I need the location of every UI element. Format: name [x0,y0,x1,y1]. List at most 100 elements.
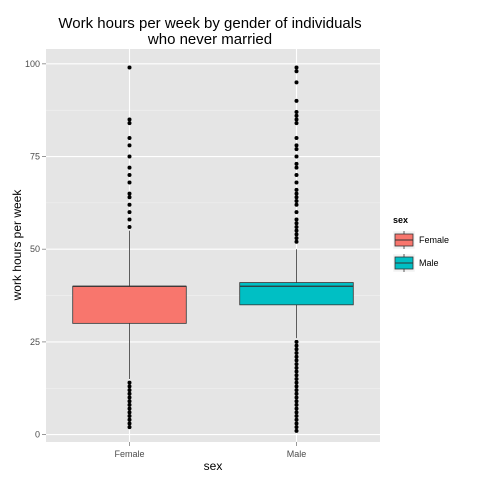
outlier-point [294,147,299,152]
outlier-point [294,417,299,422]
outlier-point [127,421,132,426]
outlier-point [127,406,132,411]
outlier-point [127,210,132,215]
outlier-point [294,373,299,378]
outlier-point [127,224,132,229]
outlier-point [294,365,299,370]
box-iqr [239,282,354,306]
x-axis-ticks: Female Male [114,442,306,459]
outlier-point [294,195,299,200]
outlier-point [294,217,299,222]
x-tick-label: Female [114,449,144,459]
outlier-point [127,417,132,422]
box-iqr [72,285,187,324]
outlier-point [294,236,299,241]
legend-label: Male [419,258,439,268]
outlier-point [294,232,299,237]
chart-title-line-2: who never married [147,31,272,48]
outlier-point [294,406,299,411]
legend-title: sex [393,215,408,225]
outlier-point [294,376,299,381]
outlier-point [127,410,132,415]
y-tick-label: 75 [30,152,40,162]
y-tick-label: 25 [30,337,40,347]
outlier-point [294,154,299,159]
outlier-point [294,210,299,215]
outlier-point [294,165,299,170]
legend-entries: Female Male [392,230,449,273]
outlier-point [294,351,299,356]
outlier-point [294,65,299,70]
legend: sex Female Male [392,215,449,273]
outlier-point [127,395,132,400]
legend-entry-female: Female [392,230,449,250]
outlier-point [294,191,299,196]
outlier-point [127,202,132,207]
outlier-point [294,414,299,419]
outlier-point [127,121,132,126]
outlier-point [294,384,299,389]
outlier-point [294,161,299,166]
y-axis-ticks: 0 25 50 75 100 [25,59,46,440]
outlier-point [294,388,299,393]
outlier-point [127,154,132,159]
outlier-point [127,217,132,222]
outlier-point [294,347,299,352]
outlier-point [127,380,132,385]
outlier-point [127,391,132,396]
outlier-point [127,425,132,430]
y-tick-label: 0 [35,430,40,440]
outlier-point [294,173,299,178]
outlier-point [294,143,299,148]
outlier-point [127,388,132,393]
outlier-point [294,202,299,207]
outlier-point [127,135,132,140]
outlier-point [294,354,299,359]
outlier-point [294,410,299,415]
outlier-point [294,98,299,103]
outlier-point [127,399,132,404]
outlier-point [294,343,299,348]
outlier-point [294,380,299,385]
outlier-point [294,421,299,426]
outlier-point [127,180,132,185]
outlier-point [294,224,299,229]
x-axis-title: sex [204,459,223,473]
outlier-point [294,369,299,374]
outlier-point [294,69,299,74]
outlier-point [294,80,299,85]
outlier-point [294,180,299,185]
outlier-point [127,117,132,122]
y-tick-label: 50 [30,244,40,254]
legend-label: Female [419,235,449,245]
y-axis-title: work hours per week [10,189,24,302]
outlier-point [294,395,299,400]
box-male [239,65,354,433]
outlier-point [294,113,299,118]
outlier-point [294,135,299,140]
boxes-layer [72,65,354,433]
plot-panel [46,49,380,442]
outlier-point [294,110,299,115]
outlier-point [294,121,299,126]
chart-title: Work hours per week by gender of individ… [58,15,361,48]
outlier-point [294,362,299,367]
outlier-point [127,414,132,419]
outlier-point [294,239,299,244]
outlier-point [127,195,132,200]
outlier-point [294,187,299,192]
outlier-point [294,221,299,226]
outlier-point [294,425,299,430]
x-tick-label: Male [287,449,307,459]
y-tick-label: 100 [25,59,40,69]
outlier-point [127,191,132,196]
outlier-point [294,399,299,404]
chart-title-line-1: Work hours per week by gender of individ… [58,15,361,32]
outlier-point [294,117,299,122]
outlier-point [294,428,299,433]
outlier-point [294,391,299,396]
outlier-point [127,402,132,407]
outlier-point [294,402,299,407]
outlier-point [127,165,132,170]
